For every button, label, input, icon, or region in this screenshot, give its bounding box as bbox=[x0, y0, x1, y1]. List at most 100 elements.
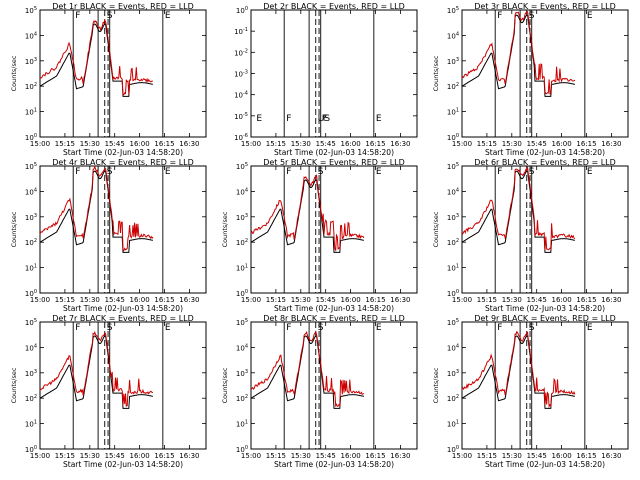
x-axis-label: Start Time (02-Jun-03 14:58:20) bbox=[63, 304, 183, 313]
x-tick-label: 16:15 bbox=[365, 452, 385, 460]
marker-label: US bbox=[318, 114, 331, 124]
y-tick-label: 10-5 bbox=[234, 112, 248, 121]
y-tick-label: 101 bbox=[447, 108, 459, 117]
x-axis-label: Start Time (02-Jun-03 14:58:20) bbox=[63, 148, 183, 157]
marker-label: S bbox=[107, 11, 113, 21]
events-series-line bbox=[39, 170, 153, 253]
x-tick-label: 16:00 bbox=[552, 452, 572, 460]
y-tick-label: 103 bbox=[25, 369, 37, 378]
x-tick-label: 15:45 bbox=[316, 296, 336, 304]
marker-label: F bbox=[286, 167, 291, 177]
x-tick-label: 15:15 bbox=[477, 452, 497, 460]
marker-label: E bbox=[165, 323, 171, 333]
marker-label: F bbox=[286, 323, 291, 333]
y-tick-label: 101 bbox=[25, 108, 37, 117]
y-tick-label: 103 bbox=[25, 57, 37, 66]
plot-frame bbox=[39, 165, 207, 294]
marker-label: F bbox=[75, 323, 80, 333]
marker-label: F bbox=[323, 114, 328, 124]
panel-title: Det 2r BLACK = Events, RED = LLD bbox=[263, 2, 405, 11]
x-tick-label: 15:15 bbox=[55, 140, 75, 148]
x-tick-label: 15:15 bbox=[266, 452, 286, 460]
lld-series-line bbox=[461, 165, 576, 251]
marker-label: F bbox=[497, 323, 502, 333]
marker-label: E bbox=[376, 323, 382, 333]
x-tick-label: 15:00 bbox=[452, 140, 472, 148]
events-series-line bbox=[39, 23, 153, 97]
y-tick-label: 102 bbox=[447, 238, 459, 247]
detector-panel-4: Det 4r BLACK = Events, RED = LLD 15:00 15:… bbox=[10, 158, 207, 313]
y-axis-label: Counts/sec bbox=[10, 211, 18, 247]
x-tick-label: 16:00 bbox=[130, 452, 150, 460]
x-tick-label: 16:15 bbox=[576, 452, 596, 460]
detector-panel-2: Det 2r BLACK = Events, RED = LLD 15:00 15:… bbox=[234, 2, 418, 157]
y-tick-label: 103 bbox=[447, 213, 459, 222]
x-axis-label: Start Time (02-Jun-03 14:58:20) bbox=[485, 148, 605, 157]
marker-label: E bbox=[376, 167, 382, 177]
x-tick-label: 15:15 bbox=[266, 140, 286, 148]
y-tick-label: 103 bbox=[25, 213, 37, 222]
x-tick-label: 16:00 bbox=[130, 140, 150, 148]
y-tick-label: 101 bbox=[447, 420, 459, 429]
y-tick-label: 105 bbox=[236, 318, 248, 327]
plot-frame bbox=[250, 165, 418, 294]
marker-label: E bbox=[376, 114, 382, 124]
x-tick-label: 16:15 bbox=[576, 296, 596, 304]
x-tick-label: 15:45 bbox=[105, 296, 125, 304]
x-tick-label: 15:30 bbox=[291, 296, 311, 304]
y-tick-label: 105 bbox=[236, 162, 248, 171]
x-tick-label: 15:00 bbox=[30, 452, 50, 460]
marker-label: S bbox=[318, 167, 324, 177]
x-tick-label: 15:00 bbox=[30, 140, 50, 148]
y-tick-label: 101 bbox=[25, 264, 37, 273]
detector-panel-5: Det 5r BLACK = Events, RED = LLD 15:00 15:… bbox=[221, 158, 418, 313]
y-tick-label: 100 bbox=[25, 133, 37, 142]
events-series-line bbox=[461, 335, 575, 409]
lld-series-line bbox=[250, 174, 365, 253]
x-tick-label: 16:30 bbox=[601, 452, 621, 460]
x-tick-label: 16:30 bbox=[179, 140, 199, 148]
y-tick-label: 10-2 bbox=[234, 48, 248, 57]
plot-frame bbox=[39, 9, 207, 138]
x-tick-label: 15:30 bbox=[80, 296, 100, 304]
detector-panel-7: Det 7r BLACK = Events, RED = LLD 15:00 15:… bbox=[10, 314, 207, 469]
marker-label: F bbox=[75, 167, 80, 177]
y-tick-label: 10-4 bbox=[234, 91, 248, 100]
y-axis-label: Counts/sec bbox=[432, 211, 440, 247]
y-axis-label: Counts/sec bbox=[432, 55, 440, 91]
x-tick-label: 15:15 bbox=[266, 296, 286, 304]
y-tick-label: 101 bbox=[236, 420, 248, 429]
y-tick-label: 103 bbox=[447, 369, 459, 378]
x-tick-label: 16:15 bbox=[154, 452, 174, 460]
y-tick-label: 102 bbox=[25, 394, 37, 403]
events-series-line bbox=[461, 170, 575, 253]
x-tick-label: 16:30 bbox=[390, 452, 410, 460]
panel-title: Det 7r BLACK = Events, RED = LLD bbox=[52, 314, 194, 323]
y-tick-label: 104 bbox=[25, 187, 37, 196]
panel-title: Det 9r BLACK = Events, RED = LLD bbox=[474, 314, 616, 323]
lld-series-line bbox=[39, 19, 154, 96]
marker-label: S bbox=[107, 323, 113, 333]
panel-title: Det 3r BLACK = Events, RED = LLD bbox=[474, 2, 616, 11]
y-axis-label: Counts/sec bbox=[10, 55, 18, 91]
plot-frame bbox=[461, 9, 629, 138]
x-tick-label: 15:30 bbox=[502, 140, 522, 148]
panel-title: Det 6r BLACK = Events, RED = LLD bbox=[474, 158, 616, 167]
y-tick-label: 100 bbox=[25, 445, 37, 454]
x-tick-label: 16:30 bbox=[179, 452, 199, 460]
marker-label: E bbox=[587, 167, 593, 177]
y-tick-label: 103 bbox=[236, 369, 248, 378]
marker-label: F bbox=[497, 167, 502, 177]
detector-panel-1: Det 1r BLACK = Events, RED = LLD 15:00 15:… bbox=[10, 2, 207, 157]
detector-panel-8: Det 8r BLACK = Events, RED = LLD 15:00 15:… bbox=[221, 314, 418, 469]
x-tick-label: 16:15 bbox=[365, 296, 385, 304]
plot-frame bbox=[461, 321, 629, 450]
x-axis-label: Start Time (02-Jun-03 14:58:20) bbox=[63, 460, 183, 469]
marker-label: E bbox=[587, 11, 593, 21]
y-tick-label: 103 bbox=[236, 213, 248, 222]
lld-series-line bbox=[461, 330, 576, 409]
panel-title: Det 1r BLACK = Events, RED = LLD bbox=[52, 2, 194, 11]
y-tick-label: 104 bbox=[447, 343, 459, 352]
y-tick-label: 101 bbox=[447, 264, 459, 273]
detector-panel-6: Det 6r BLACK = Events, RED = LLD 15:00 15:… bbox=[432, 158, 629, 313]
